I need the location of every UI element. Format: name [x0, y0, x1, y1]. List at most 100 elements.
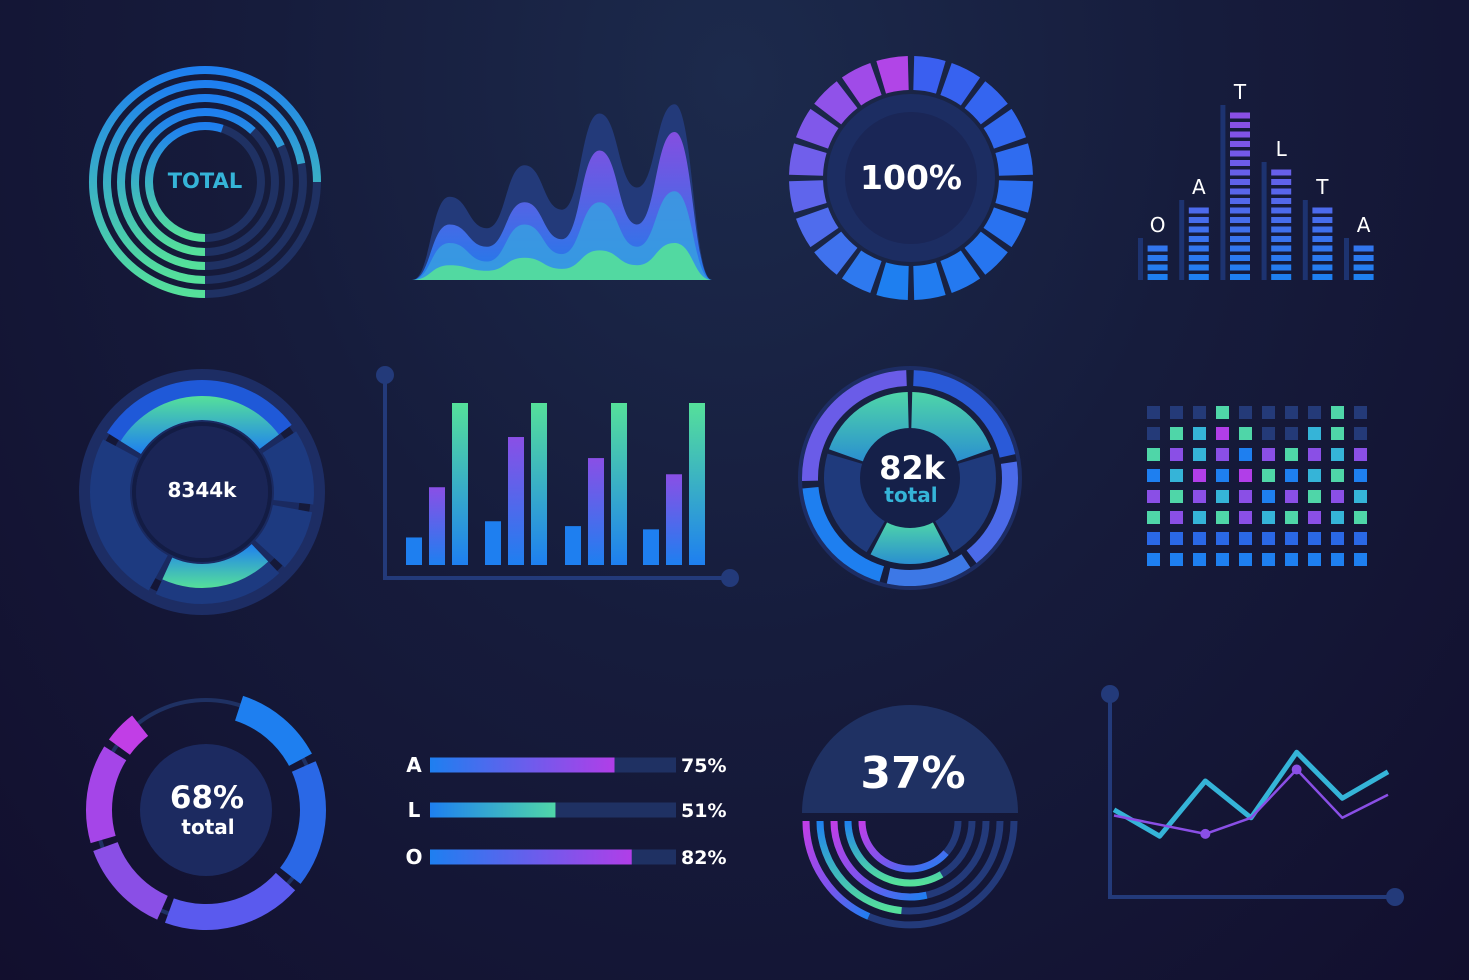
- line-chart: [1101, 685, 1404, 906]
- progress-bar-chart: A 75% L 51% O 82%: [405, 753, 726, 869]
- donut-sector-fill: [162, 544, 269, 589]
- eq-cell: [1271, 179, 1292, 185]
- eq-cell: [1271, 274, 1292, 280]
- donut-outer-segment: [801, 370, 907, 482]
- eq-cell: [1188, 236, 1209, 242]
- matrix-cell: [1308, 511, 1321, 524]
- sector-donut-chart: [79, 369, 325, 615]
- donut-segment: [913, 262, 946, 300]
- matrix-cell: [1262, 490, 1275, 503]
- bar-medium: [666, 474, 682, 565]
- donut-sector: [255, 505, 313, 568]
- eq-cell: [1147, 255, 1168, 261]
- eq-cell: [1312, 236, 1333, 242]
- eq-cell: [1188, 274, 1209, 280]
- matrix-cell: [1331, 448, 1344, 461]
- matrix-cell: [1285, 469, 1298, 482]
- bar-small: [565, 526, 581, 565]
- progress-fill: [430, 802, 556, 818]
- matrix-cell: [1170, 553, 1183, 566]
- donut-segment: [796, 108, 839, 149]
- matrix-cell: [1285, 427, 1298, 440]
- eq-cell: [1271, 255, 1292, 261]
- donut-segment: [983, 207, 1026, 248]
- donut-segment: [995, 143, 1033, 176]
- donut-inner-segment: [870, 520, 950, 564]
- progress-fill: [430, 849, 632, 865]
- matrix-cell: [1331, 553, 1344, 566]
- eq-cell: [1230, 188, 1250, 195]
- eq-cell: [1353, 264, 1374, 271]
- eq-letter-label: A: [1357, 213, 1371, 237]
- matrix-cell: [1262, 469, 1275, 482]
- eq-cell: [1147, 264, 1168, 271]
- matrix-cell: [1216, 427, 1229, 440]
- donut-segment: [995, 180, 1033, 213]
- donut-segment: [85, 746, 127, 844]
- matrix-cell: [1216, 511, 1229, 524]
- eq-cell: [1271, 188, 1292, 195]
- bar-tall: [689, 403, 705, 565]
- donut-center: [845, 112, 977, 244]
- donut-segment: [841, 250, 882, 293]
- gauge-track: [858, 820, 962, 873]
- matrix-cell: [1216, 553, 1229, 566]
- eq-cell: [1188, 217, 1209, 223]
- matrix-cell: [1193, 448, 1206, 461]
- matrix-cell: [1331, 511, 1344, 524]
- matrix-cell: [1331, 532, 1344, 545]
- donut-inner-segment: [823, 453, 886, 553]
- donut-outer-segment: [802, 486, 885, 582]
- eq-cell: [1271, 236, 1292, 242]
- gauge-bar: [844, 820, 944, 887]
- donut-segment: [814, 81, 858, 125]
- donut-core: [136, 426, 268, 558]
- matrix-cell: [1308, 448, 1321, 461]
- progress-value-label: 82%: [681, 847, 726, 869]
- donut-inner-segment: [911, 392, 992, 462]
- eq-cell: [1230, 122, 1250, 128]
- ring-bar: [103, 80, 306, 284]
- matrix-cell: [1354, 532, 1367, 545]
- eq-cell: [1188, 245, 1209, 252]
- eq-cell: [1230, 198, 1250, 204]
- pie-donut-chart: [798, 366, 1022, 590]
- donut-sector: [262, 431, 314, 505]
- matrix-cell: [1354, 469, 1367, 482]
- gauge-cap: [802, 705, 1018, 813]
- bar-small: [406, 537, 422, 565]
- equalizer-chart: O A T L T A: [1138, 80, 1374, 280]
- matrix-cell: [1285, 448, 1298, 461]
- matrix-cell: [1170, 532, 1183, 545]
- matrix-cell: [1354, 448, 1367, 461]
- matrix-cell: [1147, 511, 1160, 524]
- eq-cell: [1230, 150, 1250, 157]
- matrix-cell: [1308, 490, 1321, 503]
- matrix-cell: [1193, 469, 1206, 482]
- donut-inner-segment: [934, 453, 997, 553]
- matrix-cell: [1216, 469, 1229, 482]
- donut-center: [140, 744, 272, 876]
- eq-cell: [1271, 245, 1292, 252]
- matrix-cell: [1147, 532, 1160, 545]
- eq-cell: [1147, 274, 1168, 280]
- eq-letter-label: T: [1233, 80, 1247, 104]
- matrix-cell: [1285, 406, 1298, 419]
- segment-donut-label: 68%: [170, 780, 244, 816]
- pie-donut-sublabel: total: [884, 483, 937, 507]
- eq-letter-label: T: [1315, 175, 1329, 199]
- matrix-cell: [1262, 511, 1275, 524]
- half-gauge-chart: [802, 705, 1018, 929]
- matrix-cell: [1239, 448, 1252, 461]
- matrix-cell: [1285, 532, 1298, 545]
- progress-value-label: 51%: [681, 800, 726, 822]
- matrix-cell: [1147, 469, 1160, 482]
- matrix-cell: [1285, 490, 1298, 503]
- total-rings-label: TOTAL: [168, 169, 243, 193]
- donut-segment: [796, 207, 839, 248]
- progress-category-label: A: [406, 753, 422, 777]
- matrix-cell: [1193, 553, 1206, 566]
- matrix-cell: [1354, 490, 1367, 503]
- matrix-cell: [1262, 427, 1275, 440]
